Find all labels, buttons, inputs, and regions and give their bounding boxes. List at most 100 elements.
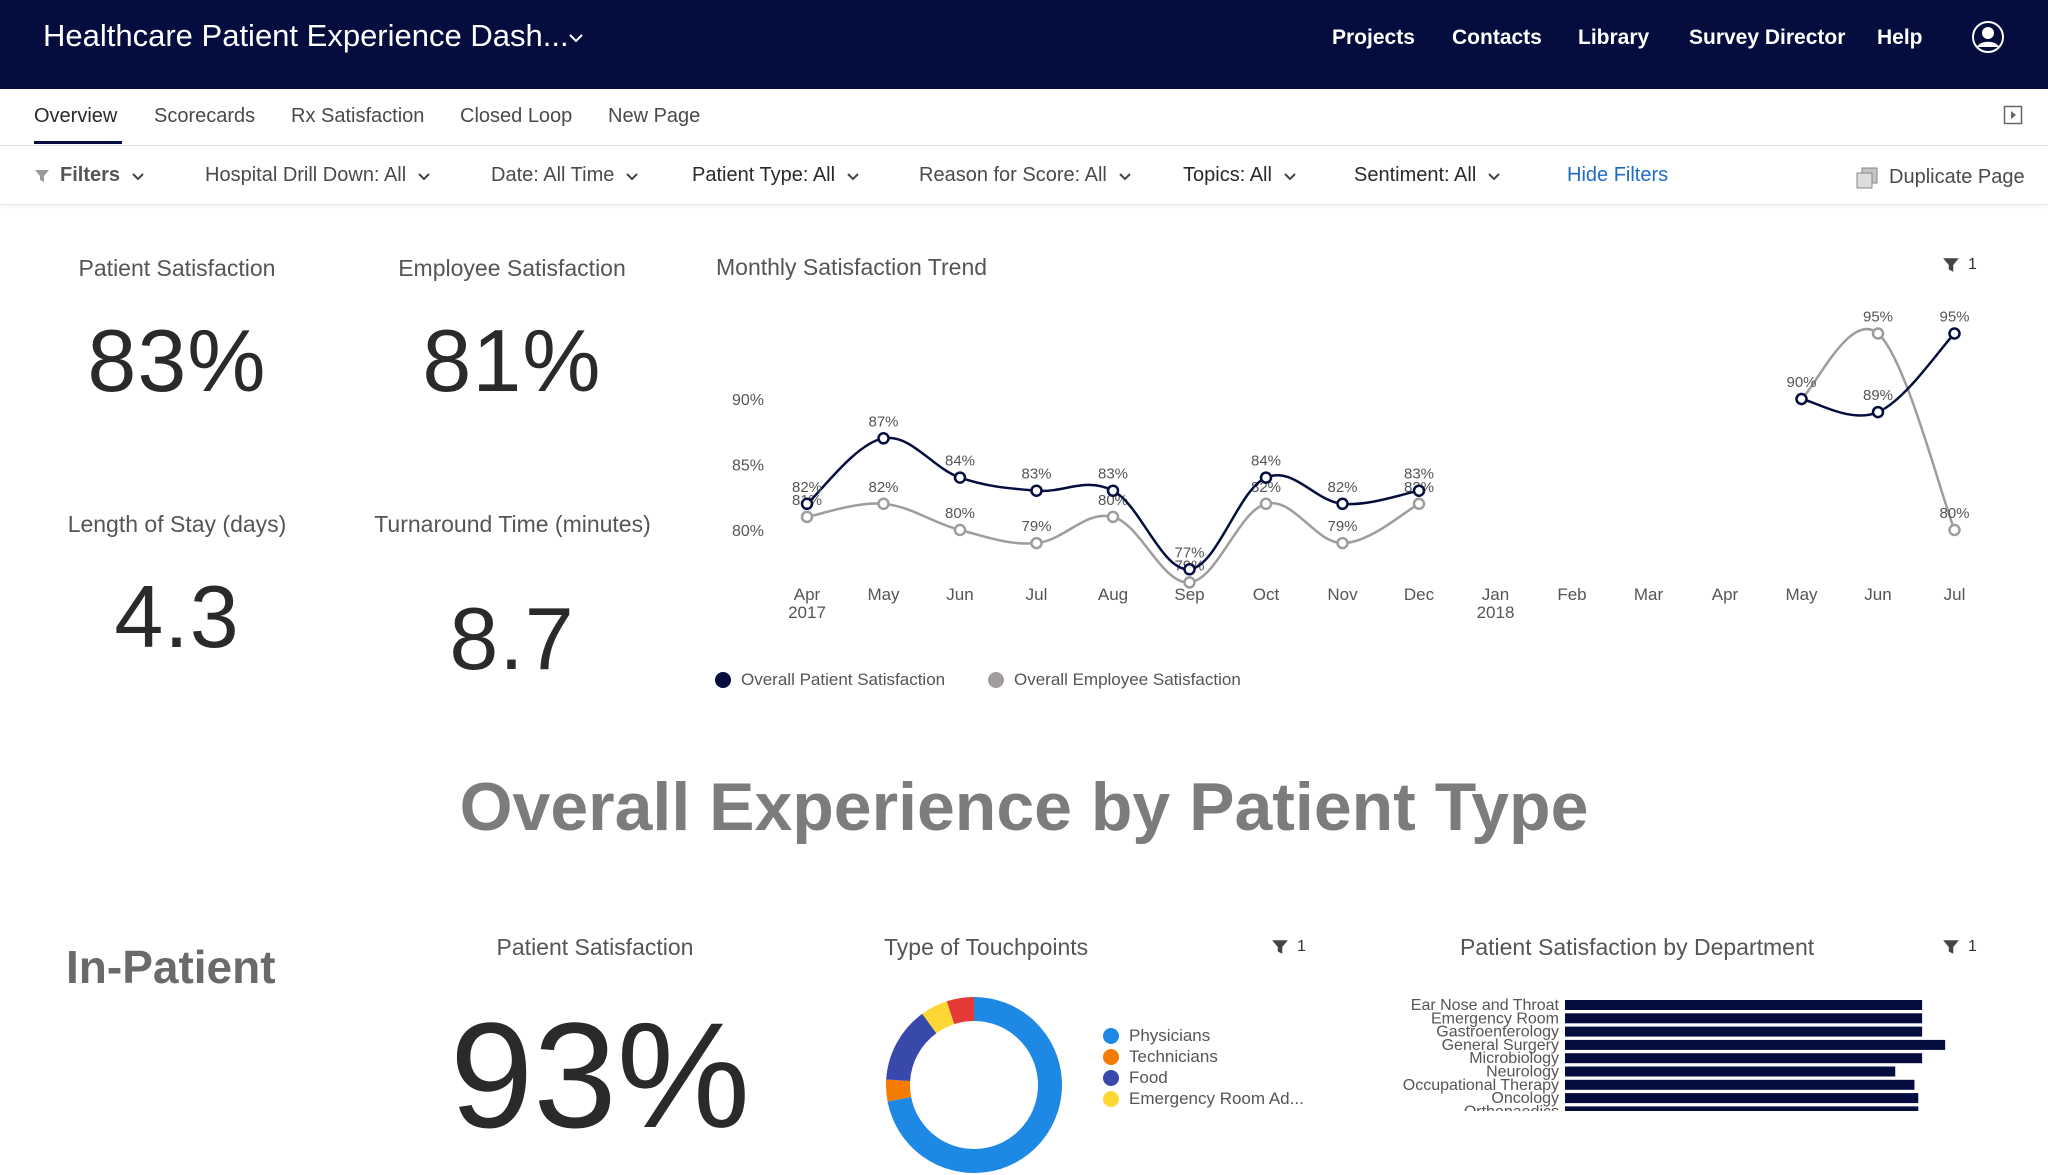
legend-label: Emergency Room Ad...: [1129, 1089, 1304, 1108]
y-tick-label: 80%: [732, 523, 764, 540]
department-label: Occupational Therapy: [1403, 1077, 1559, 1094]
tab-new-page[interactable]: New Page: [608, 105, 701, 127]
in-patient-label: In-Patient: [66, 941, 276, 993]
nav-library[interactable]: Library: [1578, 26, 1650, 49]
x-tick-label: Feb: [1557, 585, 1586, 604]
kpi-employee-satisfaction-value: 81%: [422, 311, 602, 410]
data-label: 80%: [945, 505, 975, 522]
nav-contacts[interactable]: Contacts: [1452, 26, 1542, 49]
data-point: [953, 471, 967, 484]
series-line: [1800, 328, 1956, 531]
data-point: [1412, 484, 1426, 497]
trend-filter-indicator[interactable]: 1: [1942, 256, 1977, 274]
data-label: 95%: [1863, 309, 1893, 326]
legend-dot: [988, 672, 1004, 688]
legend-label: Physicians: [1129, 1026, 1211, 1045]
data-point: [1412, 497, 1426, 511]
department-bar: [1565, 1000, 1923, 1010]
page-tab-bar: [0, 89, 2048, 146]
data-point: [1259, 471, 1273, 484]
filter-hospital-drill-down[interactable]: Hospital Drill Down: All: [205, 164, 432, 187]
department-bar: [1565, 1079, 1915, 1090]
filter-patient-type-label: Patient Type: All: [692, 164, 836, 186]
chevron-down-icon: [1119, 172, 1131, 180]
nav-survey-director[interactable]: Survey Director: [1689, 26, 1846, 49]
series-line: [806, 501, 1420, 584]
dashboard-title[interactable]: Healthcare Patient Experience Dash...: [43, 18, 569, 53]
section-heading: Overall Experience by Patient Type: [459, 769, 1589, 845]
chevron-down-icon: [418, 172, 430, 180]
data-point: [800, 497, 814, 511]
data-label: 82%: [868, 479, 898, 496]
department-bar: [1565, 1039, 1946, 1050]
filter-sentiment-label: Sentiment: All: [1354, 164, 1477, 186]
legend-patient-satisfaction[interactable]: Overall Patient Satisfaction: [715, 670, 945, 690]
filter-topics-label: Topics: All: [1183, 164, 1272, 186]
department-label: Orthopaedics: [1464, 1103, 1559, 1111]
department-label: General Surgery: [1442, 1037, 1559, 1054]
data-point: [1030, 484, 1043, 497]
legend-dot: [715, 672, 731, 688]
filter-date[interactable]: Date: All Time: [491, 164, 640, 187]
filter-sentiment[interactable]: Sentiment: All: [1354, 164, 1502, 187]
copy-icon: [1856, 167, 1878, 188]
legend-employee-satisfaction[interactable]: Overall Employee Satisfaction: [988, 670, 1241, 690]
touchpoint-legend-food[interactable]: Food: [1103, 1068, 1168, 1088]
legend-label: Technicians: [1129, 1047, 1218, 1066]
tab-closed-loop[interactable]: Closed Loop: [460, 105, 573, 127]
data-point: [1871, 327, 1885, 340]
touchpoint-legend-physicians[interactable]: Physicians: [1103, 1026, 1210, 1046]
data-label: 87%: [868, 413, 898, 430]
data-point: [1948, 327, 1961, 340]
x-tick-sublabel: 2018: [1477, 603, 1515, 620]
nav-projects[interactable]: Projects: [1332, 26, 1415, 49]
x-tick-sublabel: 2017: [788, 603, 826, 620]
x-tick-label: Mar: [1634, 585, 1664, 604]
data-point: [1336, 497, 1349, 511]
touchpoints-filter-indicator[interactable]: 1: [1271, 938, 1306, 956]
department-bar: [1565, 1093, 1919, 1104]
user-account-icon[interactable]: [1971, 20, 2005, 54]
kpi-turnaround-time-value: 8.7: [449, 589, 575, 688]
department-label: Emergency Room: [1431, 1010, 1559, 1027]
collapse-panel-icon[interactable]: [2003, 105, 2023, 125]
filter-topics[interactable]: Topics: All: [1183, 164, 1298, 187]
tab-overview[interactable]: Overview: [34, 105, 118, 127]
tab-rx-satisfaction[interactable]: Rx Satisfaction: [291, 105, 425, 127]
filter-hospital-label: Hospital Drill Down: All: [205, 164, 407, 186]
department-bar: [1565, 1106, 1919, 1111]
filter-reason-for-score[interactable]: Reason for Score: All: [919, 164, 1133, 187]
filters-toggle[interactable]: Filters: [34, 164, 146, 187]
data-point: [1106, 484, 1120, 497]
filter-date-label: Date: All Time: [491, 164, 615, 186]
touchpoint-legend-technicians[interactable]: Technicians: [1103, 1047, 1218, 1067]
legend-dot: [1103, 1028, 1119, 1044]
funnel-icon: [1943, 940, 1959, 954]
donut-slice: [922, 1001, 955, 1034]
hide-filters-link[interactable]: Hide Filters: [1567, 164, 1669, 186]
department-filter-count: 1: [1968, 938, 1977, 955]
funnel-icon: [1943, 258, 1959, 272]
duplicate-page-button[interactable]: Duplicate Page: [1855, 166, 2025, 189]
data-point: [1259, 497, 1273, 511]
department-bar: [1565, 1066, 1896, 1077]
x-tick-label: Jun: [1864, 585, 1891, 604]
data-label: 79%: [1021, 518, 1051, 535]
department-filter-indicator[interactable]: 1: [1942, 938, 1977, 956]
kpi-patient-satisfaction-value: 83%: [87, 311, 267, 410]
department-label: Microbiology: [1469, 1050, 1559, 1067]
x-tick-label: Aug: [1098, 585, 1128, 604]
trend-chart-title: Monthly Satisfaction Trend: [716, 254, 988, 280]
department-chart-title: Patient Satisfaction by Department: [1460, 934, 1815, 960]
data-label: 95%: [1939, 309, 1969, 326]
tab-scorecards[interactable]: Scorecards: [154, 105, 256, 127]
data-label: 82%: [792, 479, 822, 496]
data-label: 84%: [1251, 453, 1281, 470]
filter-patient-type[interactable]: Patient Type: All: [692, 164, 861, 187]
nav-help[interactable]: Help: [1877, 26, 1923, 49]
chevron-down-icon[interactable]: [566, 28, 586, 48]
trend-filter-count: 1: [1968, 256, 1977, 273]
touchpoint-legend-emergency-room[interactable]: Emergency Room Ad...: [1103, 1089, 1304, 1109]
data-label: 79%: [1327, 518, 1357, 535]
x-tick-label: May: [867, 585, 900, 604]
